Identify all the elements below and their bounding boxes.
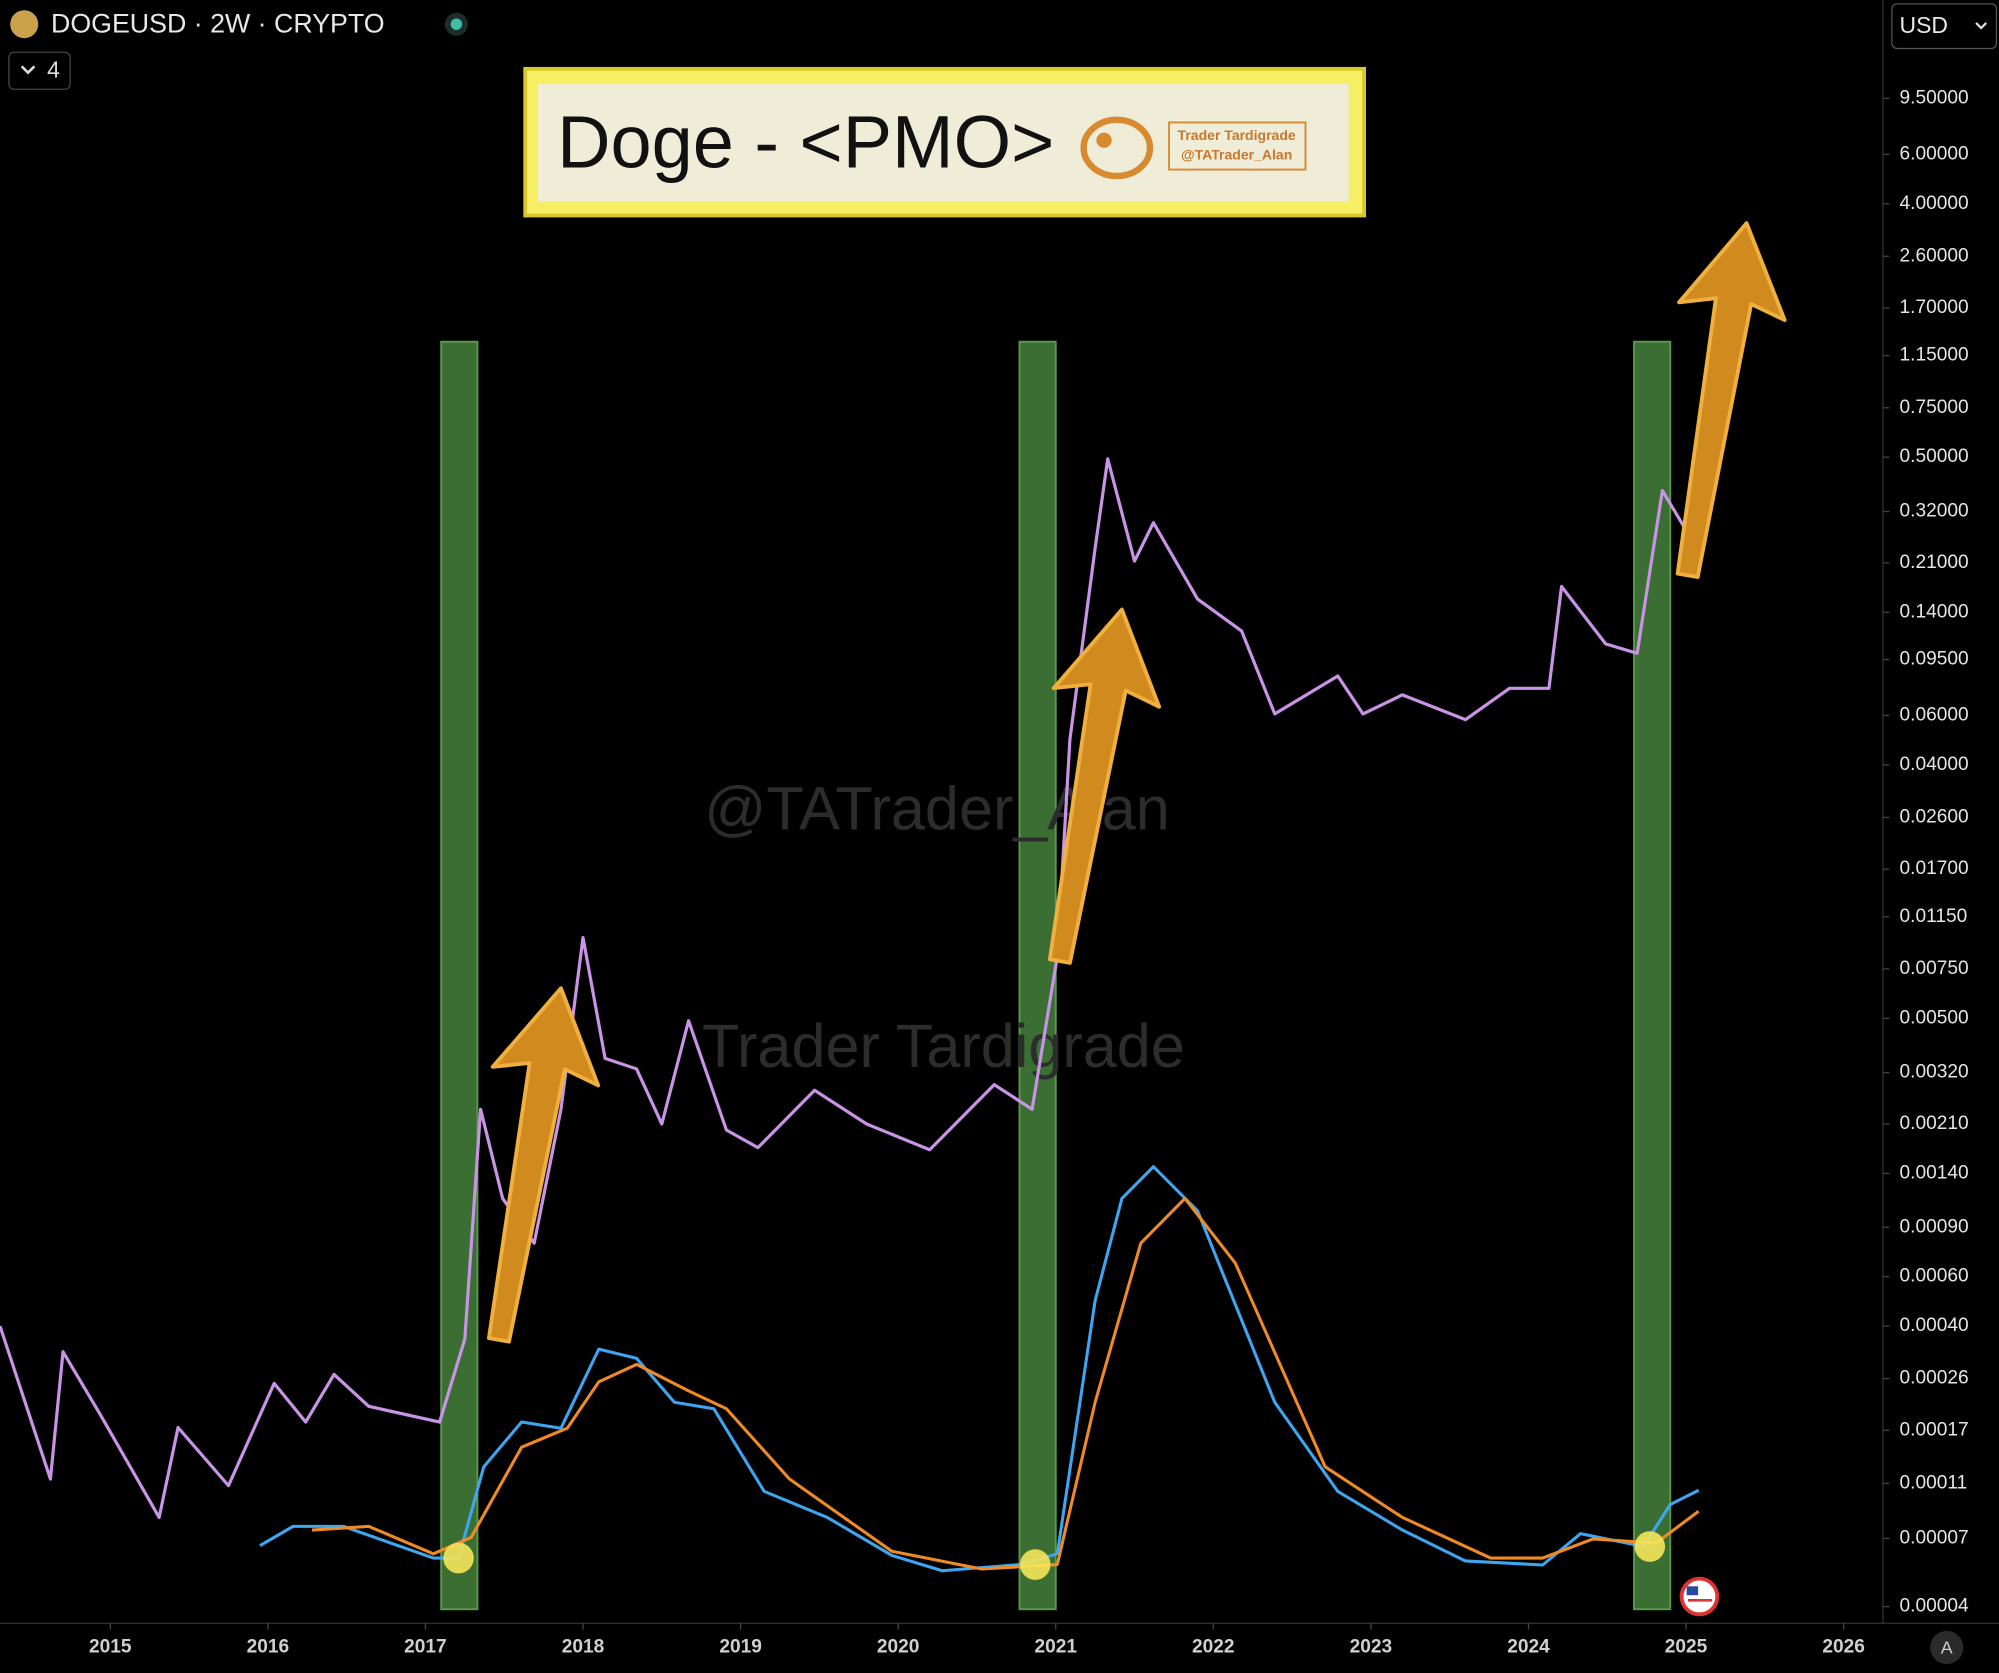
- indicator-toggle[interactable]: [8, 51, 71, 90]
- auto-scale-button[interactable]: [1930, 1630, 1964, 1665]
- symbol-icon: [10, 10, 39, 39]
- watermark: Trader Tardigrade: [702, 1012, 1185, 1080]
- y-tick-label: 0.00017: [1900, 1419, 1969, 1440]
- chevron: [20, 65, 36, 75]
- x-tick-label: 2022: [1192, 1637, 1235, 1658]
- chart-title: Doge - <PMO>: [557, 100, 1054, 183]
- x-tick-label: 2026: [1822, 1637, 1865, 1658]
- y-tick-label: 0.00210: [1900, 1113, 1969, 1134]
- x-tick-label: 2021: [1034, 1637, 1077, 1658]
- x-tick-label: 2024: [1507, 1637, 1550, 1658]
- y-tick-label: 0.00011: [1900, 1472, 1968, 1493]
- y-tick-label: 0.01150: [1900, 906, 1968, 927]
- x-tick-label: 2025: [1665, 1637, 1708, 1658]
- arrow: [487, 986, 601, 1344]
- status-dot: [450, 18, 463, 30]
- highlight-band: [440, 340, 479, 1611]
- y-tick-label: 0.00040: [1900, 1315, 1969, 1336]
- auto-scale-label: A: [1941, 1637, 1953, 1657]
- x-tick-label: 2018: [562, 1637, 605, 1658]
- y-tick-label: 0.09500: [1900, 649, 1969, 670]
- y-tick-label: 0.50000: [1900, 446, 1969, 467]
- logo-text: Trader Tardigrade: [1178, 127, 1296, 143]
- y-tick-label: 0.75000: [1900, 397, 1969, 418]
- x-tick-label: 2015: [89, 1637, 132, 1658]
- arrows: [487, 221, 1787, 1344]
- y-tick-label: 0.00090: [1900, 1216, 1969, 1237]
- indicator-count: 4: [47, 56, 60, 82]
- crossover-marker: [1019, 1549, 1051, 1580]
- chevron: [1975, 22, 1988, 30]
- y-tick-label: 0.06000: [1900, 705, 1969, 726]
- x-tick-label: 2023: [1350, 1637, 1393, 1658]
- y-tick-label: 0.00007: [1900, 1528, 1969, 1549]
- y-tick-label: 0.00026: [1900, 1368, 1969, 1389]
- y-tick-label: 0.00500: [1900, 1007, 1969, 1028]
- arrow: [1047, 607, 1162, 965]
- y-tick-label: 1.15000: [1900, 345, 1969, 366]
- plot: [0, 254, 1729, 1573]
- currency-button[interactable]: [1891, 3, 1998, 50]
- y-tick-label: 1.70000: [1900, 297, 1969, 318]
- y-tick-label: 2.60000: [1900, 245, 1969, 266]
- y-tick-label: 0.00320: [1900, 1062, 1969, 1083]
- x-axis: 2015 2016 2017 2018 2019 2020 2021 2022 2023 2024…: [89, 1623, 1865, 1658]
- y-tick-label: 0.01700: [1900, 858, 1969, 879]
- y-tick-label: 0.00004: [1900, 1596, 1969, 1617]
- crossover-marker: [443, 1542, 474, 1574]
- y-tick-label: 0.00060: [1900, 1266, 1969, 1287]
- highlight-band: [1633, 340, 1672, 1611]
- logo: [1080, 116, 1307, 180]
- y-tick-label: 4.00000: [1900, 193, 1969, 214]
- y-tick-label: 0.14000: [1900, 601, 1969, 622]
- y-tick-label: 0.04000: [1900, 754, 1969, 775]
- y-tick-label: 0.21000: [1900, 552, 1969, 573]
- y-tick-label: 0.02600: [1900, 806, 1969, 827]
- y-tick-label: 0.00750: [1900, 958, 1969, 979]
- currency-label: USD: [1900, 12, 1948, 38]
- crossover-markers: [443, 1531, 1666, 1580]
- y-axis: 9.50000 6.00000 4.00000 2.60000 1.70000 1.150…: [1882, 87, 1969, 1617]
- series-line: [259, 1165, 1700, 1573]
- x-tick-label: 2019: [719, 1637, 762, 1658]
- highlight-band: [1018, 340, 1057, 1611]
- y-tick-label: 6.00000: [1900, 143, 1969, 164]
- y-tick-label: 9.50000: [1900, 87, 1969, 108]
- title-box-inner: [537, 84, 1349, 202]
- x-tick-label: 2020: [877, 1637, 920, 1658]
- y-tick-label: 0.32000: [1900, 501, 1969, 522]
- event-icon: [1679, 1576, 1720, 1617]
- symbol-label: DOGEUSD · 2W · CRYPTO: [51, 9, 385, 39]
- arrow: [1675, 221, 1787, 579]
- series-line: [0, 254, 1729, 1519]
- series-line: [311, 1196, 1700, 1571]
- x-tick-label: 2016: [247, 1637, 290, 1658]
- y-tick-label: 0.00140: [1900, 1162, 1969, 1183]
- crossover-marker: [1634, 1531, 1666, 1562]
- logo-text: @TATrader_Alan: [1181, 146, 1292, 162]
- x-tick-label: 2017: [404, 1637, 447, 1658]
